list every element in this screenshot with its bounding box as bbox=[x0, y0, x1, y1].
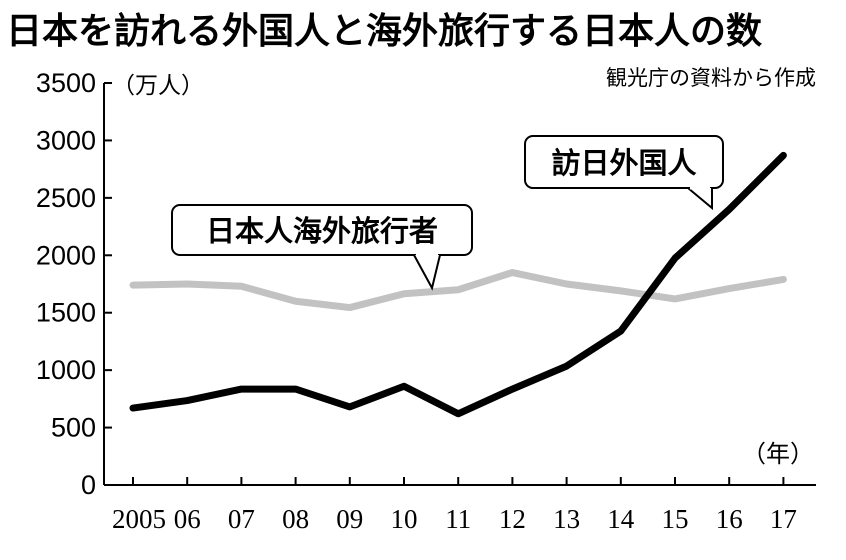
series-lines bbox=[129, 151, 787, 418]
series-callouts: 日本人海外旅行者 訪日外国人 bbox=[171, 135, 724, 291]
x-tick-label: 16 bbox=[716, 504, 743, 534]
y-tick-label: 500 bbox=[51, 413, 96, 443]
y-tick-label: 0 bbox=[81, 470, 96, 500]
x-axis-unit: （年） bbox=[742, 440, 814, 468]
callout-pointer bbox=[687, 187, 713, 211]
y-tick-label: 3000 bbox=[36, 125, 96, 155]
x-tick-label: 2005 bbox=[112, 504, 166, 534]
x-tick-label: 10 bbox=[391, 504, 418, 534]
x-tick-label: 06 bbox=[174, 504, 201, 534]
y-axis-ticks: 0 500 1000 1500 2000 2500 3000 3500 bbox=[36, 68, 112, 500]
x-axis-ticks: 2005 06 07 08 09 10 11 12 13 14 15 16 17 bbox=[112, 477, 797, 534]
x-tick-label: 09 bbox=[336, 504, 363, 534]
x-tick-label: 11 bbox=[445, 504, 471, 534]
y-tick-label: 2000 bbox=[36, 240, 96, 270]
source-note: 観光庁の資料から作成 bbox=[606, 66, 816, 90]
x-tick-label: 13 bbox=[553, 504, 580, 534]
y-tick-label: 3500 bbox=[36, 68, 96, 98]
y-tick-label: 2500 bbox=[36, 183, 96, 213]
axes bbox=[103, 83, 816, 486]
y-tick-label: 1000 bbox=[36, 355, 96, 385]
x-tick-label: 07 bbox=[228, 504, 255, 534]
series-label: 日本人海外旅行者 bbox=[206, 214, 438, 248]
x-tick-label: 17 bbox=[770, 504, 797, 534]
x-tick-label: 12 bbox=[499, 504, 526, 534]
x-tick-label: 08 bbox=[282, 504, 309, 534]
callout-box bbox=[524, 135, 724, 189]
x-tick-label: 14 bbox=[607, 504, 635, 534]
callout-pointer bbox=[413, 254, 441, 291]
y-axis-unit: （万人） bbox=[112, 73, 204, 99]
callout-box bbox=[171, 204, 473, 256]
series-line-0 bbox=[129, 269, 787, 312]
series-label: 訪日外国人 bbox=[551, 146, 696, 180]
x-tick-label: 15 bbox=[662, 504, 689, 534]
y-tick-label: 1500 bbox=[36, 298, 96, 328]
chart-title: 日本を訪れる外国人と海外旅行する日本人の数 bbox=[6, 11, 763, 52]
